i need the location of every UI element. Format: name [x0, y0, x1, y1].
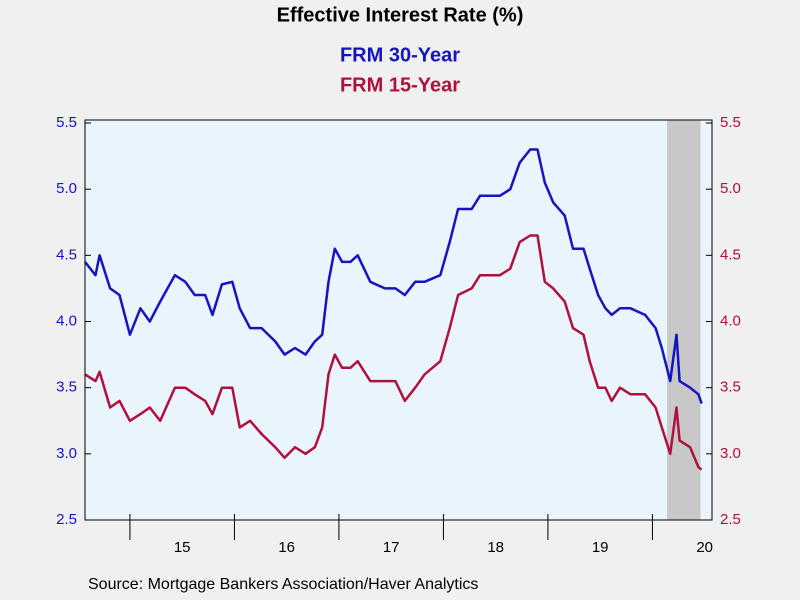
- legend-entry: FRM 30-Year: [340, 44, 460, 66]
- legend-entry: FRM 15-Year: [340, 74, 460, 96]
- source-note: Source: Mortgage Bankers Association/Hav…: [88, 576, 478, 593]
- y2-tick-label: 4.0: [720, 312, 741, 329]
- y-tick-label: 5.5: [56, 114, 77, 131]
- x-tick-label: 16: [278, 539, 295, 556]
- y-tick-label: 4.5: [56, 246, 77, 263]
- plot-frame: [84, 119, 713, 521]
- y2-tick-label: 5.5: [720, 114, 741, 131]
- x-tick-label: 18: [487, 539, 504, 556]
- series-line: [84, 234, 703, 471]
- x-tick-label: 15: [174, 539, 191, 556]
- y2-tick-label: 3.0: [720, 445, 741, 462]
- y2-tick-label: 2.5: [720, 511, 741, 528]
- y-tick-label: 2.5: [56, 511, 77, 528]
- y-tick-label: 5.0: [56, 180, 77, 197]
- x-tick-label: 19: [592, 539, 609, 556]
- recession-shade: [667, 120, 701, 520]
- y-tick-label: 3.0: [56, 445, 77, 462]
- y2-tick-label: 3.5: [720, 379, 741, 396]
- x-tick-label: 17: [383, 539, 400, 556]
- chart-title: Effective Interest Rate (%): [277, 4, 524, 26]
- y-tick-label: 3.5: [56, 379, 77, 396]
- y2-tick-label: 5.0: [720, 180, 741, 197]
- plot-area: [85, 120, 712, 520]
- series-line: [84, 148, 703, 404]
- x-tick-label: 20: [696, 539, 713, 556]
- y2-tick-label: 4.5: [720, 246, 741, 263]
- y-tick-label: 4.0: [56, 312, 77, 329]
